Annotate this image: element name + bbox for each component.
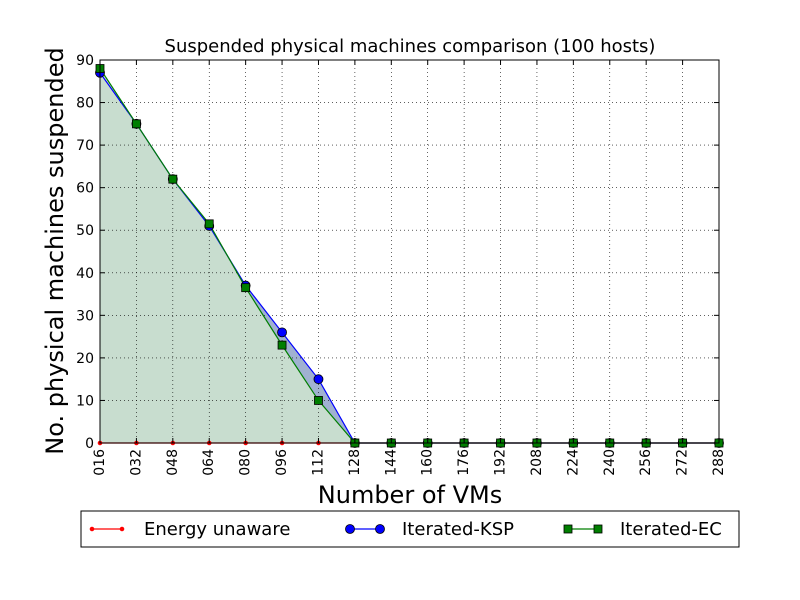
legend-marker [345,524,355,534]
data-point-s2 [132,119,141,129]
x-tick-label: 064 [201,449,217,476]
x-tick-label: 176 [456,449,472,476]
legend-item-1: Iterated-KSP [345,519,514,540]
area-fill-2 [100,68,719,443]
y-tick-label: 30 [76,308,94,324]
x-tick-label: 160 [420,449,436,476]
x-tick-label: 272 [675,449,691,476]
x-tick-label: 144 [383,449,399,476]
data-point-s2 [168,174,178,184]
y-tick-label: 70 [76,138,94,154]
y-tick-label: 80 [76,96,94,112]
legend-marker [563,524,573,534]
legend-frame [80,510,740,548]
data-point-s2 [314,396,323,405]
plot-frame [99,59,720,444]
y-tick-label: 90 [76,53,94,69]
x-tick-label: 240 [602,449,618,476]
legend-item-2: Iterated-EC [563,519,722,540]
y-tick-label: 40 [76,266,94,282]
legend-item-0: Energy unaware [89,519,290,540]
x-tick-label: 032 [128,449,144,476]
x-tick-label: 224 [565,449,581,476]
x-tick-label: 288 [711,449,727,476]
x-tick-label: 112 [310,449,326,476]
x-tick-label: 192 [493,449,509,476]
y-axis-label: No. physical machines suspended [41,47,69,454]
y-tick-label: 0 [85,436,94,452]
x-tick-label: 016 [92,449,108,476]
y-tick-label: 50 [76,223,94,239]
chart-title: Suspended physical machines comparison (… [165,36,656,57]
data-point-s2 [277,340,287,350]
legend-marker [375,524,385,534]
x-tick-label: 080 [238,449,254,476]
data-point-s2 [241,283,251,293]
y-tick-label: 10 [76,393,94,409]
x-axis-label: Number of VMs [318,481,502,509]
legend-marker [593,524,603,534]
data-point-s1 [313,374,324,385]
legend: Energy unaware Iterated-KSP Iterated-EC [80,510,740,548]
area-fills [100,68,719,444]
legend-marker [119,526,125,532]
x-tick-label: 208 [529,449,545,476]
x-tick-label: 096 [274,449,290,476]
x-tick-label: 048 [165,449,181,476]
x-tick-label: 256 [638,449,654,476]
x-axis-ticks: 016 032 048 064 080 096 112 128 144 160 176 192 208 2… [92,60,727,476]
legend-label: Iterated-KSP [402,519,514,540]
y-tick-label: 20 [76,351,94,367]
data-point-s1 [277,327,287,338]
data-point-s2 [204,219,214,229]
legend-marker [89,526,95,532]
y-axis-ticks: 0 10 20 30 40 50 60 70 80 90 [76,53,719,452]
y-tick-label: 60 [76,181,94,197]
legend-label: Iterated-EC [620,519,722,540]
x-tick-label: 128 [347,449,363,476]
legend-label: Energy unaware [144,519,290,540]
